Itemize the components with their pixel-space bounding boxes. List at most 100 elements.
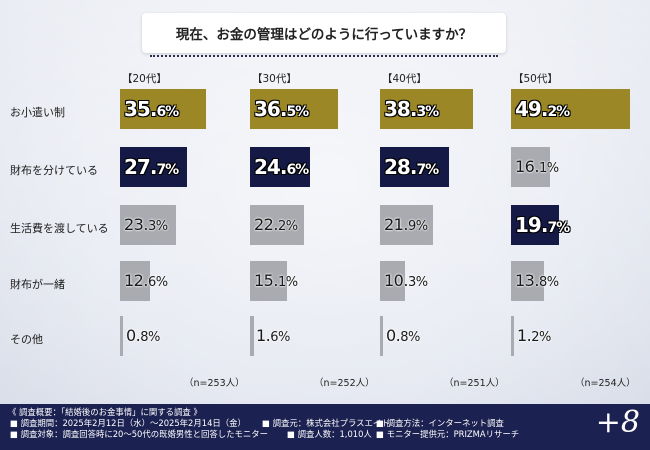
footer-survey-overview: 《 調査概要：「結婚後のお金事情」に関する調査 》 [8, 407, 202, 417]
bar-value-decimal: 2% [531, 330, 551, 345]
bar-0-0 [120, 89, 207, 129]
chart-panel [0, 0, 650, 404]
footer-survey-source: ■ 調査元：株式会社プラスエイト [262, 418, 390, 428]
bar-value-label-2-1: 28.7% [384, 155, 439, 179]
bar-1-1 [250, 147, 310, 187]
bar-value-label-3-3: 13.8% [515, 271, 559, 290]
bar-value-digits: 22. [254, 215, 278, 234]
group-sample-size-2: （n=251人） [444, 378, 505, 389]
bar-value-digits: 21. [384, 215, 408, 234]
bar-0-1 [120, 147, 188, 187]
bar-1-4 [250, 316, 254, 356]
bar-value-digits: 1. [517, 326, 532, 345]
bar-3-2 [511, 205, 559, 245]
bar-2-2 [380, 205, 433, 245]
bar-value-decimal: 8% [400, 330, 420, 345]
bar-value-decimal: 6% [147, 275, 168, 290]
bar-value-digits: 0. [126, 326, 141, 345]
bar-value-label-0-0: 35.6% [124, 97, 179, 121]
bar-value-digits: 24. [254, 155, 287, 179]
bar-3-4 [511, 316, 514, 356]
row-label-2: 生活費を渡している [10, 222, 109, 235]
group-header-1: 【30代】 [252, 73, 297, 85]
bar-2-1 [380, 147, 450, 187]
bar-value-label-2-2: 21.9% [384, 215, 428, 234]
bar-3-0 [511, 89, 631, 129]
group-header-0: 【20代】 [122, 73, 167, 85]
bar-value-label-3-2: 19.7% [515, 213, 570, 237]
bar-value-label-0-2: 23.3% [124, 215, 168, 234]
chart-title-text: 現在、お金の管理はどのように行っていますか？ [175, 27, 473, 43]
bar-0-2 [120, 205, 177, 245]
bar-value-digits: 27. [124, 155, 157, 179]
row-label-4: その他 [10, 333, 43, 346]
bar-2-3 [380, 261, 405, 301]
bar-value-digits: 38. [384, 97, 417, 121]
bar-value-decimal: 6% [286, 162, 309, 178]
bar-value-digits: 1. [256, 326, 271, 345]
bar-3-1 [511, 147, 550, 187]
bar-value-label-0-3: 12.6% [124, 271, 168, 290]
group-sample-size-0: （n=253人） [184, 378, 245, 389]
bar-value-decimal: 5% [286, 104, 309, 120]
bar-value-digits: 36. [254, 97, 287, 121]
bar-value-label-0-4: 0.8% [126, 326, 160, 345]
row-label-0: お小遣い制 [10, 106, 65, 119]
bar-value-decimal: 3% [416, 104, 439, 120]
bar-value-label-2-0: 38.3% [384, 97, 439, 121]
bar-value-decimal: 2% [277, 219, 298, 234]
bar-value-decimal: 6% [270, 330, 290, 345]
bar-3-3 [511, 261, 545, 301]
bar-value-digits: 23. [124, 215, 148, 234]
bar-value-label-1-4: 1.6% [256, 326, 290, 345]
bar-value-label-1-2: 22.2% [254, 215, 298, 234]
bar-value-decimal: 6% [156, 104, 179, 120]
footer-survey-method: ■ 調査方法：インターネット調査 [376, 418, 504, 428]
bar-value-label-2-4: 0.8% [386, 326, 420, 345]
title-dotted-underline [150, 55, 498, 57]
bar-value-label-1-0: 36.5% [254, 97, 309, 121]
group-sample-size-1: （n=252人） [314, 378, 375, 389]
footer-survey-period: ■ 調査期間：2025年2月12日（水）～2025年2月14日（金） [10, 418, 246, 428]
bar-value-digits: 35. [124, 97, 157, 121]
bar-value-label-0-1: 27.7% [124, 155, 179, 179]
bar-value-decimal: 1% [538, 161, 559, 176]
bar-value-decimal: 7% [156, 162, 179, 178]
bar-value-digits: 13. [515, 271, 539, 290]
bar-value-decimal: 3% [147, 219, 168, 234]
bar-1-3 [250, 261, 287, 301]
bar-value-digits: 12. [124, 271, 148, 290]
bar-value-digits: 0. [386, 326, 401, 345]
bar-value-label-3-4: 1.2% [517, 326, 551, 345]
bar-1-0 [250, 89, 339, 129]
bar-value-decimal: 3% [407, 275, 428, 290]
bar-value-digits: 49. [515, 97, 548, 121]
group-sample-size-3: （n=254人） [575, 378, 636, 389]
bar-value-decimal: 7% [547, 220, 570, 236]
bar-2-0 [380, 89, 473, 129]
bar-value-digits: 15. [254, 271, 278, 290]
row-label-1: 財布を分けている [10, 164, 98, 177]
footer-monitor-provider: ■ モニター提供元：PRIZMAリサーチ [376, 429, 520, 439]
footer-survey-count: ■ 調査人数：1,010人 [287, 429, 372, 439]
bar-value-decimal: 2% [547, 104, 570, 120]
bar-value-digits: 10. [384, 271, 408, 290]
bar-value-label-3-0: 49.2% [515, 97, 570, 121]
bar-value-label-1-3: 15.1% [254, 271, 298, 290]
footer-survey-target: ■ 調査対象：調査回答時に20～50代の既婚男性と回答したモニター [10, 429, 269, 439]
survey-footer: 《 調査概要：「結婚後のお金事情」に関する調査 》 ■ 調査期間：2025年2月… [0, 404, 650, 450]
group-header-3: 【50代】 [513, 73, 558, 85]
bar-value-digits: 19. [515, 213, 548, 237]
bar-value-decimal: 8% [538, 275, 559, 290]
group-header-2: 【40代】 [382, 73, 427, 85]
bar-0-3 [120, 261, 151, 301]
bar-1-2 [250, 205, 304, 245]
bar-value-label-2-3: 10.3% [384, 271, 428, 290]
bar-value-digits: 16. [515, 157, 539, 176]
bar-value-decimal: 7% [416, 162, 439, 178]
bar-value-digits: 28. [384, 155, 417, 179]
bar-0-4 [120, 316, 123, 356]
bar-value-decimal: 1% [277, 275, 298, 290]
chart-title: 現在、お金の管理はどのように行っていますか？ [142, 13, 506, 53]
bar-value-decimal: 9% [407, 219, 428, 234]
